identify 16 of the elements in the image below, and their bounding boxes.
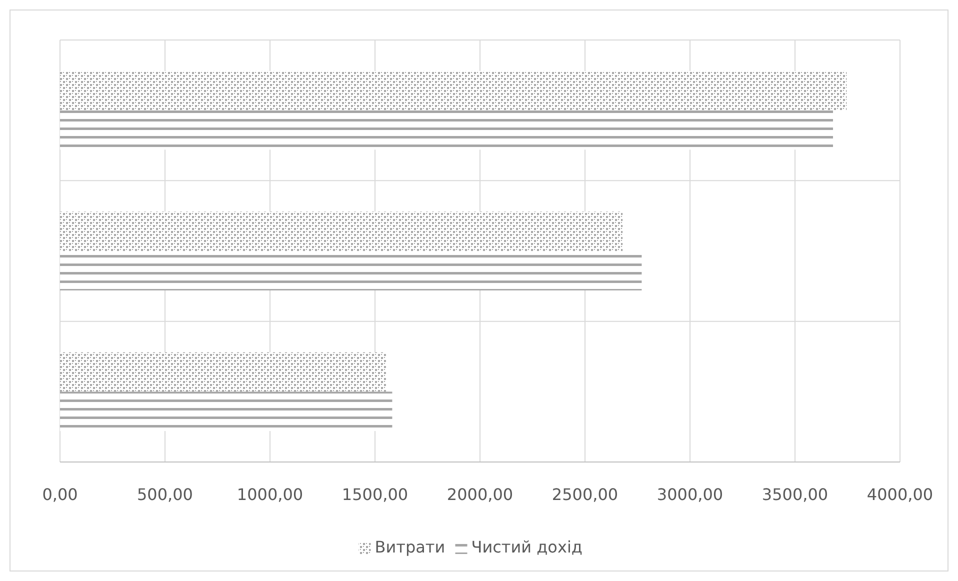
x-tick-label: 1500,00 — [342, 485, 408, 504]
x-tick-label: 4000,00 — [866, 485, 934, 504]
bar — [60, 110, 834, 150]
x-tick-label: 1000,00 — [236, 485, 304, 504]
bar — [60, 212, 623, 251]
bar — [60, 352, 386, 392]
legend-label: Витрати — [374, 537, 446, 556]
x-tick-label: 2000,00 — [446, 485, 514, 504]
x-tick-label: 3000,00 — [656, 485, 724, 504]
bar — [60, 251, 642, 290]
x-tick-label: 500,00 — [137, 485, 193, 504]
bar — [60, 70, 847, 110]
x-tick-label: 0,00 — [42, 485, 78, 504]
x-tick-label: 3500,00 — [762, 485, 828, 504]
x-tick-label: 2500,00 — [552, 485, 618, 504]
legend-label: Чистий дохід — [471, 537, 582, 556]
